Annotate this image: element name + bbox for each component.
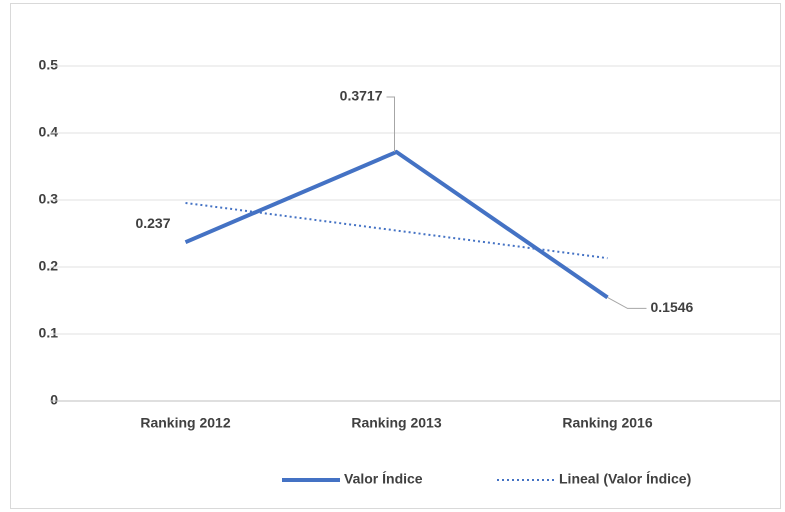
y-tick-label: 0.2 — [39, 258, 59, 274]
data-label: 0.1546 — [651, 299, 694, 315]
y-tick-label: 0.5 — [39, 57, 59, 73]
y-tick-label: 0.4 — [39, 124, 59, 140]
legend-label: Lineal (Valor Índice) — [559, 471, 691, 487]
data-label: 0.3717 — [340, 88, 383, 104]
trendline — [185, 201, 608, 260]
x-tick-label: Ranking 2016 — [562, 415, 652, 431]
leader-line — [386, 96, 395, 152]
chart-frame — [10, 3, 781, 509]
y-tick-label: 0.3 — [39, 191, 59, 207]
legend-label: Valor Índice — [344, 471, 423, 487]
y-tick-label: 0 — [50, 392, 58, 408]
y-tick-label: 0.1 — [39, 325, 59, 341]
x-tick-label: Ranking 2012 — [140, 415, 230, 431]
x-tick-label: Ranking 2013 — [351, 415, 441, 431]
data-label: 0.237 — [135, 215, 170, 231]
leader-line — [607, 296, 647, 309]
